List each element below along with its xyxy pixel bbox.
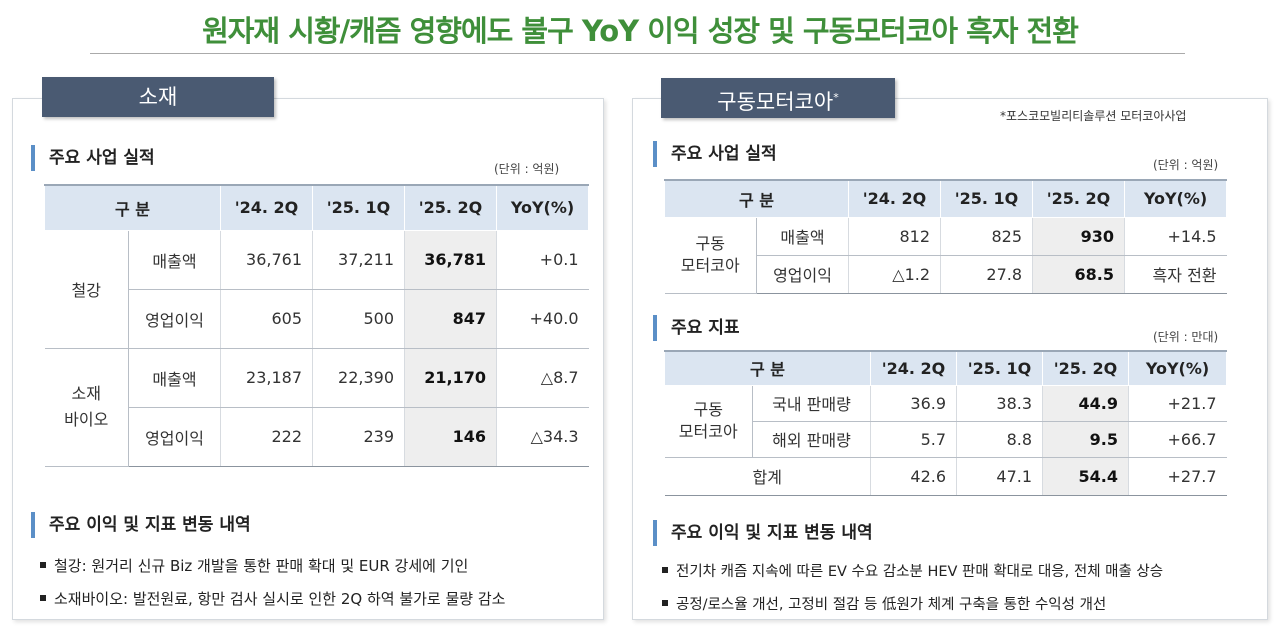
col-header-category: 구 분 xyxy=(43,184,222,231)
materials-performance-table: 구 분 '24. 2Q '25. 1Q '25. 2Q YoY(%) 철강 매출… xyxy=(43,184,590,467)
row-label: 영업이익 xyxy=(128,289,222,349)
cell-25-1q: 22,390 xyxy=(312,348,406,408)
motor-core-kpi-table: 구 분 '24. 2Q '25. 1Q '25. 2Q YoY(%) 구동 모터… xyxy=(663,350,1228,496)
group-label-steel: 철강 xyxy=(44,230,129,349)
row-label: 매출액 xyxy=(128,348,222,408)
cell-25-2q: 847 xyxy=(404,289,498,349)
motor-core-performance-table: 구 분 '24. 2Q '25. 1Q '25. 2Q YoY(%) 구동 모터… xyxy=(663,179,1228,294)
col-header-25-1q: '25. 1Q xyxy=(956,350,1044,386)
table-row: 해외 판매량 5.7 8.8 9.5 +66.7 xyxy=(665,421,1227,458)
col-header-25-2q: '25. 2Q xyxy=(1032,179,1126,218)
table-row: 구동 모터코아 국내 판매량 36.9 38.3 44.9 +21.7 xyxy=(664,385,1227,458)
motor-core-tab: 구동모터코아* xyxy=(661,78,895,118)
cell-25-2q: 930 xyxy=(1032,217,1126,256)
materials-tab: 소재 xyxy=(42,77,274,117)
cell-24-2q: 23,187 xyxy=(220,348,314,408)
row-label: 매출액 xyxy=(756,217,850,256)
cell-25-1q: 47.1 xyxy=(956,457,1044,496)
cell-yoy: +0.1 xyxy=(496,230,589,290)
title-divider xyxy=(90,53,1185,54)
total-label: 합계 xyxy=(664,457,872,496)
cell-yoy: △34.3 xyxy=(496,407,589,467)
table-row: 영업이익 △1.2 27.8 68.5 흑자 전환 xyxy=(665,255,1227,294)
right-unit-label-2: (단위 : 만대) xyxy=(1153,330,1219,344)
cell-24-2q: 42.6 xyxy=(870,457,958,496)
col-header-yoy: YoY(%) xyxy=(1128,350,1228,386)
group-label-materials-bio: 소재 바이오 xyxy=(44,348,129,467)
cell-25-1q: 27.8 xyxy=(940,255,1034,294)
cell-25-1q: 8.8 xyxy=(956,421,1044,458)
cell-24-2q: 36.9 xyxy=(870,385,958,422)
group-label-motor-core: 구동 모터코아 xyxy=(664,385,753,458)
table-row: 철강 매출액 36,761 37,211 36,781 +0.1 xyxy=(44,230,589,349)
cell-yoy: +14.5 xyxy=(1124,217,1227,256)
cell-25-1q: 38.3 xyxy=(956,385,1044,422)
col-header-24-2q: '24. 2Q xyxy=(870,350,958,386)
col-header-25-2q: '25. 2Q xyxy=(404,184,498,231)
table-row-total: 합계 42.6 47.1 54.4 +27.7 xyxy=(664,457,1227,496)
cell-25-2q: 9.5 xyxy=(1042,421,1130,458)
tab-label: 구동모터코아 xyxy=(717,90,834,114)
cell-25-2q: 68.5 xyxy=(1032,255,1126,294)
row-label: 해외 판매량 xyxy=(752,421,872,458)
right-unit-label-1: (단위 : 억원) xyxy=(1153,158,1219,172)
row-label: 영업이익 xyxy=(128,407,222,467)
cell-24-2q: △1.2 xyxy=(848,255,942,294)
cell-24-2q: 5.7 xyxy=(870,421,958,458)
cell-25-2q: 44.9 xyxy=(1042,385,1130,422)
col-header-24-2q: '24. 2Q xyxy=(848,179,942,218)
table-row: 구동 모터코아 매출액 812 825 930 +14.5 xyxy=(664,217,1227,294)
page-title: 원자재 시황/캐즘 영향에도 불구 YoY 이익 성장 및 구동모터코아 흑자 … xyxy=(202,14,1079,48)
left-unit-label: (단위 : 억원) xyxy=(494,162,560,176)
col-header-25-2q: '25. 2Q xyxy=(1042,350,1130,386)
col-header-category: 구 분 xyxy=(663,179,850,218)
cell-25-2q: 21,170 xyxy=(404,348,498,408)
right-kpi-heading: 주요 지표 xyxy=(653,315,739,341)
right-perf-heading: 주요 사업 실적 xyxy=(653,141,777,167)
row-label: 매출액 xyxy=(128,230,222,290)
list-item: 소재바이오: 발전원료, 항만 검사 실시로 인한 2Q 하역 불가로 물량 감… xyxy=(40,588,505,609)
cell-25-2q: 54.4 xyxy=(1042,457,1130,496)
right-changes-heading: 주요 이익 및 지표 변동 내역 xyxy=(653,520,873,546)
col-header-25-1q: '25. 1Q xyxy=(940,179,1034,218)
footnote-mark: * xyxy=(833,91,839,104)
cell-yoy: +66.7 xyxy=(1128,421,1227,458)
cell-yoy: △8.7 xyxy=(496,348,589,408)
col-header-yoy: YoY(%) xyxy=(1124,179,1228,218)
list-item: 공정/로스율 개선, 고정비 절감 등 低원가 체계 구축을 통한 수익성 개선 xyxy=(662,593,1163,614)
cell-24-2q: 605 xyxy=(220,289,314,349)
list-item: 철강: 원거리 신규 Biz 개발을 통한 판매 확대 및 EUR 강세에 기인 xyxy=(40,555,505,576)
cell-25-1q: 239 xyxy=(312,407,406,467)
cell-25-1q: 37,211 xyxy=(312,230,406,290)
cell-yoy: +40.0 xyxy=(496,289,589,349)
cell-yoy: 흑자 전환 xyxy=(1124,255,1227,294)
cell-25-2q: 146 xyxy=(404,407,498,467)
right-changes-list: 전기차 캐즘 지속에 따른 EV 수요 감소분 HEV 판매 확대로 대응, 전… xyxy=(662,560,1163,626)
left-perf-heading: 주요 사업 실적 xyxy=(31,145,155,171)
col-header-category: 구 분 xyxy=(663,350,872,386)
cell-24-2q: 222 xyxy=(220,407,314,467)
group-label-motor-core: 구동 모터코아 xyxy=(664,217,757,294)
table-row: 영업이익 222 239 146 △34.3 xyxy=(45,407,589,467)
col-header-24-2q: '24. 2Q xyxy=(220,184,314,231)
col-header-yoy: YoY(%) xyxy=(496,184,590,231)
left-changes-heading: 주요 이익 및 지표 변동 내역 xyxy=(31,512,251,538)
table-row: 영업이익 605 500 847 +40.0 xyxy=(45,289,589,349)
table-row: 소재 바이오 매출액 23,187 22,390 21,170 △8.7 xyxy=(44,348,589,467)
left-changes-list: 철강: 원거리 신규 Biz 개발을 통한 판매 확대 및 EUR 강세에 기인… xyxy=(40,555,505,621)
row-label: 영업이익 xyxy=(756,255,850,294)
cell-25-1q: 825 xyxy=(940,217,1034,256)
cell-25-1q: 500 xyxy=(312,289,406,349)
cell-25-2q: 36,781 xyxy=(404,230,498,290)
list-item: 전기차 캐즘 지속에 따른 EV 수요 감소분 HEV 판매 확대로 대응, 전… xyxy=(662,560,1163,581)
col-header-25-1q: '25. 1Q xyxy=(312,184,406,231)
cell-yoy: +27.7 xyxy=(1128,457,1227,496)
cell-24-2q: 812 xyxy=(848,217,942,256)
cell-yoy: +21.7 xyxy=(1128,385,1227,422)
row-label: 국내 판매량 xyxy=(752,385,872,422)
footnote-note: *포스코모빌리티솔루션 모터코아사업 xyxy=(1000,109,1187,123)
cell-24-2q: 36,761 xyxy=(220,230,314,290)
